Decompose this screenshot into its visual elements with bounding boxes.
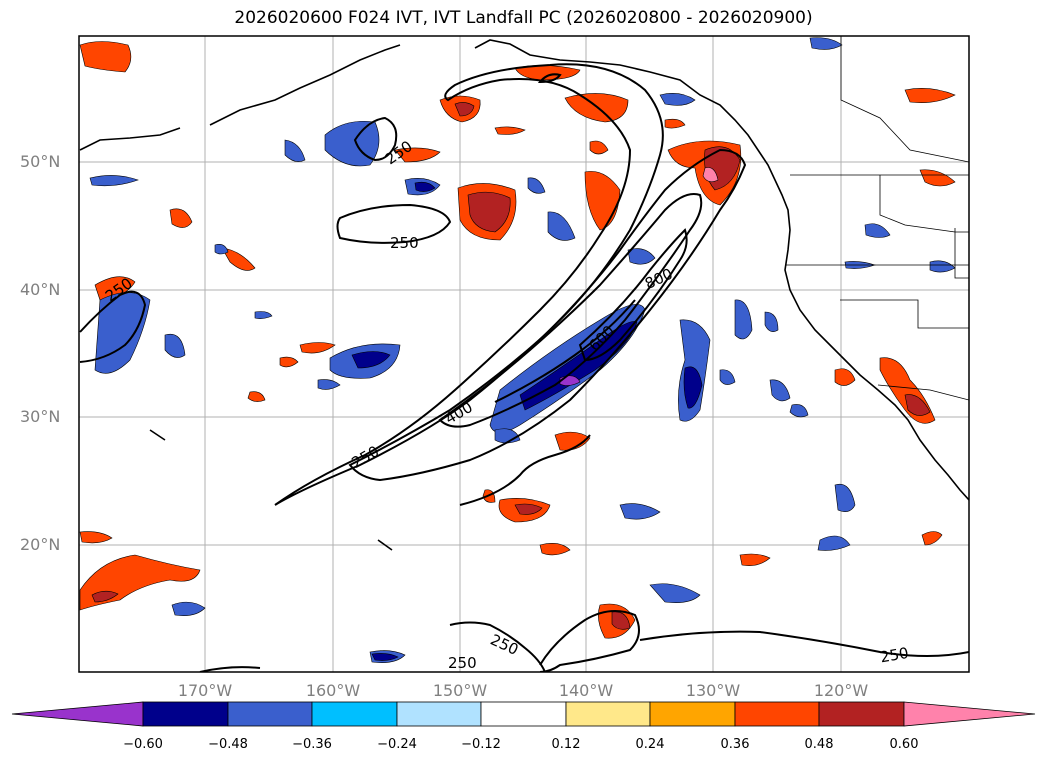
colorbar-cell bbox=[227, 701, 313, 727]
contour-label: 250 bbox=[448, 654, 477, 672]
colorbar-cell bbox=[311, 701, 398, 727]
lon-label: 170°W bbox=[177, 681, 233, 700]
colorbar-tick-label: −0.24 bbox=[377, 737, 417, 752]
lat-label: 30°N bbox=[20, 407, 61, 426]
colorbar-tick-label: 0.24 bbox=[635, 737, 665, 752]
colorbar-cell bbox=[649, 701, 736, 727]
coastline bbox=[79, 39, 969, 551]
colorbar-cell bbox=[565, 701, 651, 727]
colorbar-tick-label: −0.48 bbox=[208, 737, 248, 752]
colorbar-tick-label: −0.12 bbox=[461, 737, 501, 752]
boundaries bbox=[785, 36, 969, 401]
colorbar-cell bbox=[734, 701, 820, 727]
lon-label: 130°W bbox=[685, 681, 741, 700]
map-title: 2026020600 F024 IVT, IVT Landfall PC (20… bbox=[234, 8, 813, 28]
colorbar-tick-label: −0.60 bbox=[123, 737, 163, 752]
map-frame bbox=[78, 35, 970, 673]
lon-label: 120°W bbox=[813, 681, 869, 700]
colorbar-tick-label: 0.12 bbox=[551, 737, 581, 752]
colorbar-tick-label: −0.36 bbox=[292, 737, 332, 752]
colorbar-cell bbox=[818, 701, 905, 727]
colorbar-tick-label: 0.48 bbox=[804, 737, 834, 752]
lon-label: 150°W bbox=[432, 681, 488, 700]
colorbar-upper-extend bbox=[903, 701, 1036, 727]
colorbar-tick-label: 0.36 bbox=[720, 737, 750, 752]
contour-label: 250 bbox=[879, 644, 910, 667]
contour-label: 250 bbox=[390, 234, 419, 252]
contour-label: 400 bbox=[442, 398, 476, 428]
ivt-contours bbox=[79, 63, 969, 672]
colorbar-tick-label: 0.60 bbox=[889, 737, 919, 752]
lat-label: 50°N bbox=[20, 152, 61, 171]
colorbar-cell bbox=[480, 701, 567, 727]
lat-label: 20°N bbox=[20, 535, 61, 554]
colorbar-lower-extend bbox=[11, 701, 144, 727]
colorbar-cell bbox=[396, 701, 482, 727]
lon-label: 140°W bbox=[558, 681, 614, 700]
colorbar-cell bbox=[142, 701, 229, 727]
contour-label: 250 bbox=[382, 137, 416, 168]
lon-label: 160°W bbox=[305, 681, 361, 700]
contour-label: 250 bbox=[488, 631, 522, 659]
lat-label: 40°N bbox=[20, 280, 61, 299]
contour-label: 800 bbox=[642, 265, 676, 293]
colorbar bbox=[11, 701, 1036, 727]
